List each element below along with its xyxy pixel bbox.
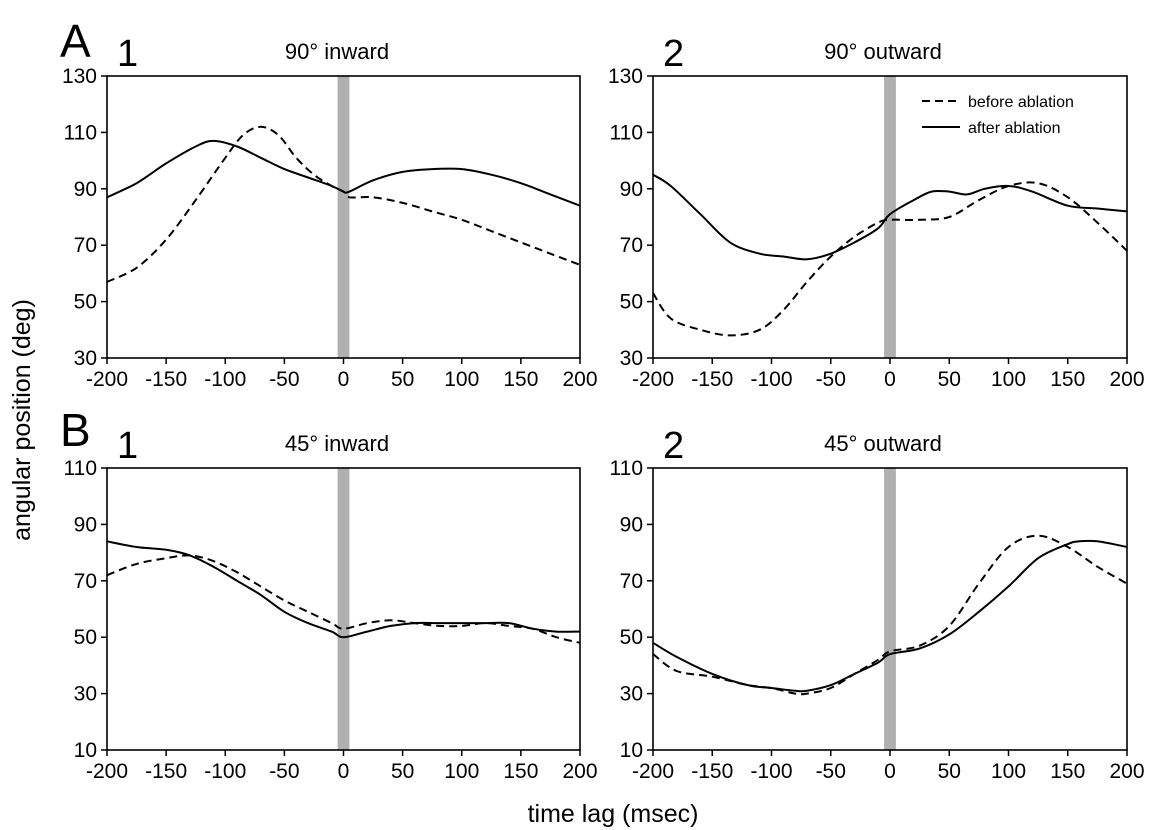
y-tick-label: 110 [64, 457, 97, 480]
row-letter-b: B [60, 404, 91, 456]
series-line-after-ablation [106, 540, 581, 639]
x-tick-label: 0 [884, 368, 896, 391]
x-tick-label: -100 [750, 368, 792, 391]
y-tick-label: 70 [74, 570, 97, 593]
row-letter-a: A [60, 15, 91, 67]
series-line-before-ablation [106, 554, 581, 644]
x-tick-label: 100 [991, 760, 1026, 783]
stimulus-bar [337, 468, 350, 750]
x-tick-label: 150 [503, 760, 538, 783]
x-tick-label: -200 [86, 368, 128, 391]
x-tick-label: -200 [632, 368, 674, 391]
x-tick-label: 50 [391, 760, 414, 783]
x-tick-label: -50 [269, 368, 299, 391]
x-tick-label: 50 [938, 760, 961, 783]
y-tick-label: 30 [74, 347, 97, 370]
stimulus-bar [884, 76, 896, 358]
y-tick-label: 110 [64, 121, 97, 144]
y-tick-label: 90 [74, 178, 97, 201]
row-label-b: B [60, 404, 91, 456]
x-tick-label: -200 [86, 760, 128, 783]
y-tick-label: 70 [74, 234, 97, 257]
panel-b2: -200 -150 -100 -50 0 50 100 150 200 10 30 50 70 90 110… [610, 425, 1145, 783]
x-tick-label: -100 [750, 760, 792, 783]
y-axis-title: angular position (deg) [8, 299, 36, 541]
panel-number: 1 [117, 33, 138, 75]
series-line-after-ablation [652, 539, 1128, 693]
y-tick-label: 70 [620, 234, 643, 257]
x-tick-label: 0 [338, 760, 350, 783]
y-tick-label: 90 [620, 513, 643, 536]
x-tick-label: 200 [1109, 760, 1144, 783]
x-tick-label: -50 [816, 760, 846, 783]
x-tick-label: -50 [269, 760, 299, 783]
x-tick-label: 100 [444, 760, 479, 783]
series-line-after-ablation [106, 139, 581, 207]
y-tick-label: 110 [610, 121, 643, 144]
x-tick-label: -150 [691, 368, 733, 391]
panel-number: 2 [663, 425, 684, 467]
stimulus-bar [884, 468, 896, 750]
stimulus-bar [337, 76, 350, 358]
x-tick-label: 150 [1050, 760, 1085, 783]
panel-title: 90° inward [285, 39, 389, 64]
legend-label: before ablation [968, 94, 1074, 111]
panel-a1: -200 -150 -100 -50 0 50 100 150 200 30 50 70 90 110 13… [62, 33, 598, 391]
x-axis-title: time lag (msec) [528, 800, 699, 828]
x-tick-label: -150 [145, 368, 187, 391]
panel-title: 45° outward [824, 431, 942, 456]
y-tick-label: 110 [610, 457, 643, 480]
x-tick-label: 0 [338, 368, 350, 391]
legend-label: after ablation [968, 120, 1061, 137]
panel-title: 45° inward [285, 431, 389, 456]
y-tick-label: 50 [74, 626, 97, 649]
panel-title: 90° outward [824, 39, 942, 64]
x-tick-label: 200 [562, 760, 597, 783]
x-tick-label: -50 [816, 368, 846, 391]
x-tick-label: -150 [691, 760, 733, 783]
y-tick-label: 50 [620, 626, 643, 649]
x-tick-label: 150 [1050, 368, 1085, 391]
x-tick-label: 100 [991, 368, 1026, 391]
y-tick-label: 70 [620, 570, 643, 593]
x-tick-label: 200 [1109, 368, 1144, 391]
y-tick-label: 10 [74, 739, 97, 762]
x-tick-label: -150 [145, 760, 187, 783]
y-tick-label: 90 [74, 513, 97, 536]
x-tick-label: 50 [938, 368, 961, 391]
y-tick-label: 130 [62, 65, 97, 88]
y-tick-label: 50 [620, 291, 643, 314]
x-tick-label: -100 [204, 368, 246, 391]
row-label-a: A [60, 15, 91, 67]
y-tick-label: 30 [620, 347, 643, 370]
x-tick-label: 50 [391, 368, 414, 391]
x-tick-label: 150 [503, 368, 538, 391]
panel-a2: -200 -150 -100 -50 0 50 100 150 200 30 50 70 90 110 13… [608, 33, 1145, 391]
x-tick-label: -200 [632, 760, 674, 783]
series-line-after-ablation [652, 173, 1128, 261]
x-tick-label: 0 [884, 760, 896, 783]
y-tick-label: 30 [620, 683, 643, 706]
series-line-before-ablation [652, 534, 1128, 696]
y-tick-label: 10 [620, 739, 643, 762]
x-tick-label: 100 [444, 368, 479, 391]
series-line-before-ablation [652, 181, 1128, 337]
panel-b1: -200 -150 -100 -50 0 50 100 150 200 10 30 50 70 90 110… [64, 425, 598, 783]
panels: -200 -150 -100 -50 0 50 100 150 2003050709011013… [62, 33, 1145, 783]
x-tick-label: 200 [562, 368, 597, 391]
y-tick-label: 30 [74, 683, 97, 706]
legend: before ablation after ablation [922, 94, 1074, 137]
y-tick-label: 130 [608, 65, 643, 88]
panel-number: 1 [117, 425, 138, 467]
panel-number: 2 [663, 33, 684, 75]
y-tick-label: 90 [620, 178, 643, 201]
y-tick-label: 50 [74, 291, 97, 314]
x-tick-label: -100 [204, 760, 246, 783]
